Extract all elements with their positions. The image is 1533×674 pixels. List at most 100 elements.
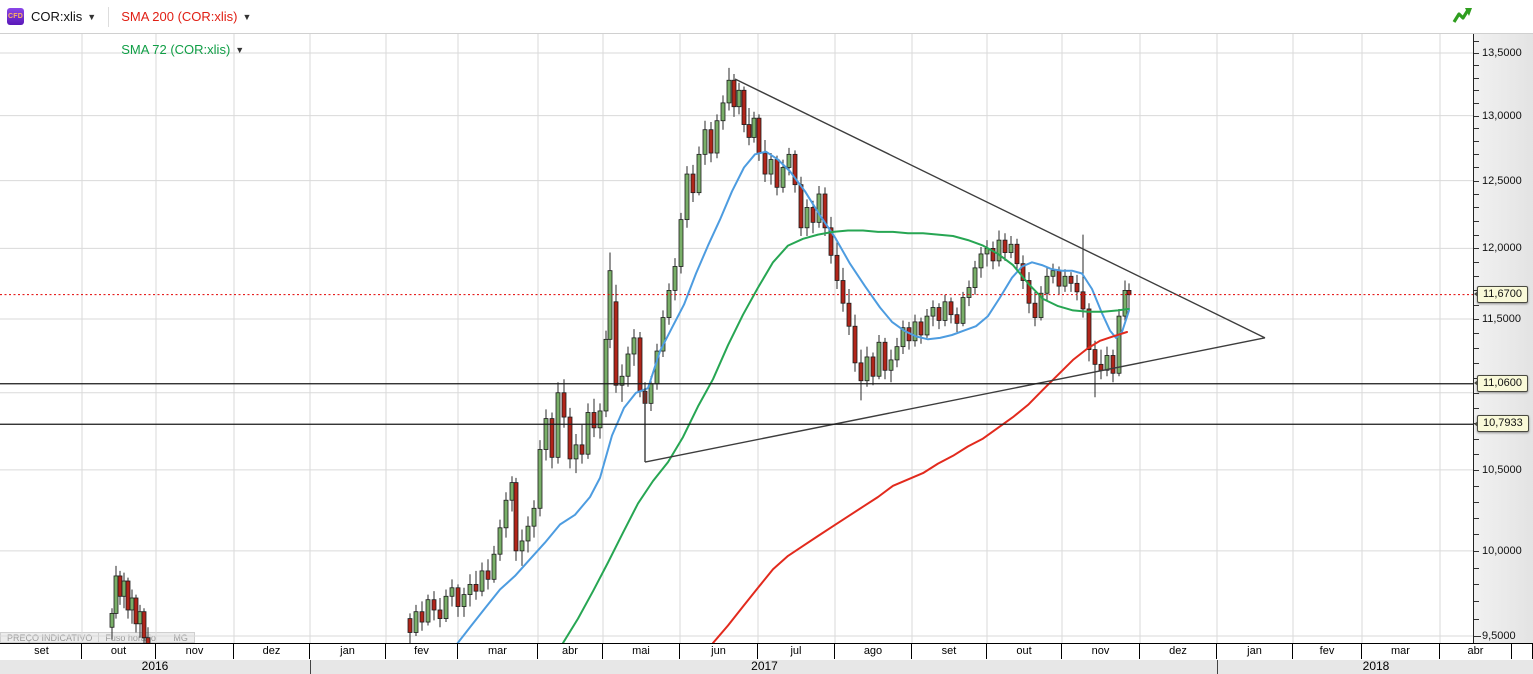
candle-up (666, 290, 672, 318)
candle-down (1074, 282, 1080, 293)
candle-up (625, 353, 631, 377)
axis-tick (1474, 454, 1479, 456)
month-cell[interactable]: dez (234, 644, 310, 659)
axis-tick (1474, 567, 1479, 569)
candle-down (1026, 280, 1032, 304)
axis-tick (1474, 518, 1479, 520)
candle-up (461, 594, 467, 607)
candle-up (726, 79, 732, 104)
year-cell[interactable]: 2017 (310, 660, 1218, 674)
axis-tick (1474, 141, 1479, 143)
candle-down (1086, 308, 1092, 350)
candle-up (672, 266, 678, 291)
month-cell[interactable]: nov (1062, 644, 1140, 659)
axis-tick (1474, 154, 1479, 156)
indicator-label[interactable]: SMA 200 (COR:xlis) (121, 9, 238, 24)
candle-down (1080, 291, 1086, 310)
candle-up (930, 307, 936, 317)
time-axis-years[interactable]: 2016 2017 2018 (0, 660, 1533, 674)
candle-up (804, 207, 810, 229)
candle-down (852, 325, 858, 364)
indicator-dropdown-caret[interactable]: ▼ (235, 44, 245, 55)
axis-price-label: 13,0000 (1482, 109, 1522, 122)
month-cell[interactable]: mar (1362, 644, 1440, 659)
candle-down (834, 254, 840, 281)
month-cell[interactable]: fev (1293, 644, 1362, 659)
candle-up (519, 540, 525, 552)
candle-up (1044, 275, 1050, 294)
month-cell[interactable]: jul (758, 644, 835, 659)
candle-up (109, 613, 115, 628)
month-cell[interactable]: fev (386, 644, 458, 659)
candle-down (708, 129, 714, 154)
candle-up (597, 410, 603, 429)
month-cell[interactable]: jan (310, 644, 386, 659)
month-cell[interactable]: mai (603, 644, 680, 659)
axis-price-label: 10,5000 (1482, 463, 1522, 476)
month-cell[interactable]: set (912, 644, 987, 659)
month-cell[interactable]: jun (680, 644, 758, 659)
candle-up (942, 301, 948, 321)
candle-up (978, 253, 984, 269)
axis-tick (1474, 207, 1479, 209)
candle-up (684, 173, 690, 221)
candle-down (579, 444, 585, 455)
instrument-dropdown-caret[interactable]: ▼ (87, 11, 97, 22)
axis-tick (1474, 276, 1479, 278)
axis-tick (1474, 102, 1479, 104)
detach-chart-icon[interactable] (1452, 6, 1473, 32)
axis-tick (1474, 534, 1479, 536)
candle-down (762, 152, 768, 175)
year-cell[interactable]: 2018 (1217, 660, 1533, 674)
trendline[interactable] (734, 78, 1266, 339)
month-cell[interactable]: set (2, 644, 82, 659)
indicator-item[interactable]: SMA 200 (COR:xlis) ▼ (121, 9, 251, 24)
instrument-name[interactable]: COR:xlis (31, 9, 83, 24)
indicator-label[interactable]: SMA 72 (COR:xlis) (121, 42, 231, 57)
axis-tick (1474, 40, 1479, 42)
indicator-dropdown-caret[interactable]: ▼ (242, 11, 252, 22)
month-cell[interactable]: abr (538, 644, 603, 659)
candle-up (714, 120, 720, 154)
candle-down (882, 341, 888, 371)
axis-tick (1474, 377, 1479, 379)
year-cell[interactable]: 2016 (141, 659, 169, 673)
price-callout: 11,0600 (1474, 374, 1528, 392)
axis-tick (1474, 584, 1479, 586)
indicator-item[interactable]: SMA 72 (COR:xlis) ▼ (121, 42, 251, 57)
candle-down (822, 193, 828, 229)
axis-tick (1474, 635, 1481, 637)
candle-down (792, 153, 798, 186)
candle-up (768, 159, 774, 175)
price-axis[interactable]: 13,5000 13,0000 12,5000 12,0000 11,5000 10,50… (1473, 4, 1533, 643)
month-cell[interactable]: out (82, 644, 156, 659)
candle-up (996, 239, 1002, 262)
month-cell[interactable]: nov (156, 644, 234, 659)
candle-down (567, 416, 573, 460)
candle-up (543, 418, 549, 450)
month-cell[interactable]: mar (458, 644, 538, 659)
candle-down (828, 227, 834, 256)
axis-price-label: 12,0000 (1482, 242, 1522, 255)
trendline[interactable] (644, 337, 1266, 463)
candlestick-chart-canvas[interactable] (0, 0, 1473, 643)
candle-down (1126, 290, 1132, 296)
candle-down (690, 173, 696, 194)
candle-up (696, 153, 702, 194)
axis-tick (1474, 438, 1479, 440)
month-cell[interactable]: out (987, 644, 1062, 659)
axis-price-label: 11,5000 (1482, 313, 1521, 325)
month-cell[interactable]: ago (835, 644, 912, 659)
candle-down (437, 609, 443, 619)
month-cell[interactable]: abr (1440, 644, 1512, 659)
month-cell[interactable] (1512, 644, 1533, 659)
month-cell[interactable]: dez (1140, 644, 1217, 659)
candle-down (1098, 363, 1104, 371)
candle-down (1020, 263, 1026, 281)
axis-tick (1474, 550, 1479, 552)
candle-down (858, 362, 864, 382)
candle-up (736, 89, 742, 108)
month-cell[interactable]: jan (1217, 644, 1293, 659)
candle-down (840, 280, 846, 304)
chart-plot-area[interactable]: PREÇO INDICATIVO Fuso horário MG (0, 0, 1473, 643)
